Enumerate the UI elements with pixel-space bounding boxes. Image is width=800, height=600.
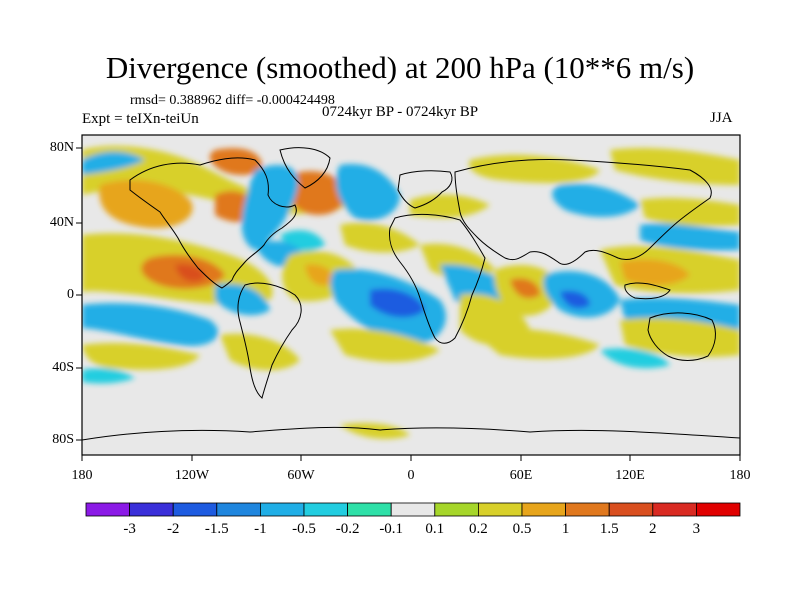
field-band-22 xyxy=(305,264,335,286)
divergence-field xyxy=(82,145,740,439)
stats-line: rmsd= 0.388962 diff= -0.000424498 xyxy=(130,93,335,108)
colorbar-level-label: 0.1 xyxy=(425,521,445,537)
colorbar-level-label: 1 xyxy=(561,521,570,537)
field-band-37 xyxy=(82,343,200,370)
field-band-42 xyxy=(82,368,135,384)
figure-title: Divergence (smoothed) at 200 hPa (10**6 … xyxy=(105,50,695,85)
lon-tick-label: 60E xyxy=(509,468,533,483)
field-band-32 xyxy=(560,290,590,309)
field-band-39 xyxy=(330,328,440,362)
lat-tick-label: 0 xyxy=(67,287,74,302)
lat-tick-label: 80S xyxy=(52,432,74,447)
colorbar-level-label: -0.2 xyxy=(335,521,360,537)
lon-tick-label: 0 xyxy=(407,468,415,483)
field-band-5 xyxy=(209,148,262,176)
asia-coast xyxy=(454,159,712,265)
field-band-25 xyxy=(340,222,420,253)
colorbar-swatch xyxy=(347,502,392,517)
coastlines xyxy=(82,147,740,441)
field-band-44 xyxy=(340,423,410,439)
colorbar-level-label: -1.5 xyxy=(204,521,229,537)
colorbar-level-label: 1.5 xyxy=(599,521,619,537)
colorbar-level-label: 2 xyxy=(649,521,657,537)
field-band-41 xyxy=(620,318,740,357)
field-band-8 xyxy=(335,164,400,221)
axis-ticks xyxy=(76,147,741,461)
north-america-coast xyxy=(129,157,297,289)
colorbar-swatch xyxy=(696,502,741,517)
colorbar-swatch xyxy=(129,502,174,517)
colorbar-swatch xyxy=(477,502,523,517)
colorbar-swatch xyxy=(303,502,348,517)
colorbar-swatch xyxy=(434,502,479,517)
colorbar-level-label: -1 xyxy=(254,521,267,537)
colorbar-swatch xyxy=(259,502,305,517)
colorbar-swatch xyxy=(608,502,654,517)
indonesia-coast xyxy=(624,282,671,300)
lon-tick-label: 120W xyxy=(174,468,210,483)
field-band-24 xyxy=(370,288,425,318)
field-band-2 xyxy=(99,180,193,229)
field-band-19 xyxy=(215,283,270,316)
field-band-4 xyxy=(284,171,345,215)
colorbar-level-label: 0.2 xyxy=(469,521,488,537)
colorbar-level-label: -2 xyxy=(166,521,180,537)
experiment-label: Expt = teIXn-teiUn xyxy=(82,111,199,127)
colorbar-swatch xyxy=(85,502,130,517)
colorbar-swatch xyxy=(521,502,566,517)
field-band-6 xyxy=(82,151,145,175)
field-band-36 xyxy=(640,223,740,251)
south-america-coast xyxy=(237,282,302,399)
field-band-17 xyxy=(175,264,205,282)
australia-coast xyxy=(647,312,716,361)
field-band-18 xyxy=(82,303,219,346)
lon-tick-label: 180 xyxy=(729,468,751,483)
colorbar-level-label: -0.5 xyxy=(292,521,316,537)
field-band-34 xyxy=(620,259,690,286)
africa-coast xyxy=(389,213,486,344)
field-band-10 xyxy=(410,194,490,218)
colorbar xyxy=(85,502,741,517)
lon-tick-label: 180 xyxy=(71,468,93,483)
field-band-11 xyxy=(469,154,600,183)
field-band-30 xyxy=(510,278,540,299)
colorbar-swatch xyxy=(390,502,436,517)
colorbar-level-label: 0.5 xyxy=(512,521,532,537)
lat-tick-label: 40S xyxy=(52,360,74,375)
colorbar-level-label: 3 xyxy=(692,521,701,537)
season-label: JJA xyxy=(710,110,733,126)
field-band-12 xyxy=(610,148,740,185)
lon-tick-label: 60W xyxy=(287,468,315,483)
field-band-13 xyxy=(552,183,640,217)
lat-tick-label: 80N xyxy=(49,140,74,155)
colorbar-swatch xyxy=(565,502,610,517)
greenland-coast xyxy=(279,147,331,189)
period-label: 0724kyr BP - 0724kyr BP xyxy=(322,104,479,120)
europe-coast xyxy=(397,170,453,209)
field-band-38 xyxy=(220,333,300,371)
colorbar-swatch xyxy=(216,502,261,517)
colorbar-swatch xyxy=(172,502,218,517)
lat-tick-label: 40N xyxy=(49,215,74,230)
colorbar-level-label: -0.1 xyxy=(379,521,404,537)
lon-tick-label: 120E xyxy=(615,468,645,483)
antarctica-coast xyxy=(82,426,740,441)
colorbar-swatch xyxy=(652,502,697,517)
field-band-40 xyxy=(470,328,600,359)
colorbar-level-label: -3 xyxy=(123,521,136,537)
field-band-43 xyxy=(600,348,670,369)
field-band-7 xyxy=(241,165,299,250)
